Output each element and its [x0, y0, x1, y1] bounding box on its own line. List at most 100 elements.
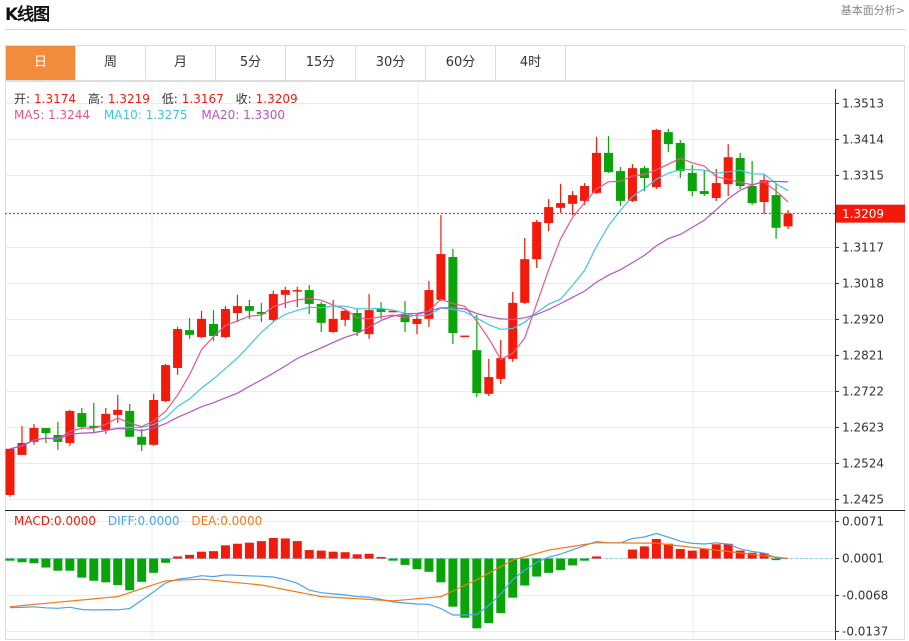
candle — [532, 219, 542, 268]
candle — [556, 183, 566, 213]
candle — [675, 140, 685, 178]
candle-body — [723, 157, 733, 185]
tab-15min[interactable]: 15分 — [286, 46, 356, 80]
macd-bar — [77, 558, 87, 578]
macd-bar — [232, 543, 242, 559]
candle — [280, 286, 290, 308]
fundamental-analysis-link[interactable]: 基本面分析> — [840, 4, 905, 17]
dea-line — [9, 542, 789, 608]
macd-bar — [472, 558, 482, 629]
open-value: 1.3174 — [34, 92, 77, 106]
ma20-line — [9, 180, 789, 450]
open-label: 开: — [14, 92, 31, 106]
macd-bar — [161, 558, 171, 563]
candle-body — [197, 318, 207, 338]
macd-bar — [125, 558, 135, 591]
candle-body — [783, 213, 793, 227]
price-tick-label: 1.2722 — [842, 385, 884, 399]
candle-body — [280, 290, 290, 295]
tab-5min[interactable]: 5分 — [216, 46, 286, 80]
macd-bar — [687, 550, 697, 559]
candle — [592, 136, 602, 194]
macd-tick-label: -0.0068 — [842, 589, 888, 603]
ohlc-legend: 开: 1.3174 高: 1.3219 低: 1.3167 收: 1.3209 — [14, 90, 302, 107]
price-tick-label: 1.3513 — [842, 97, 884, 111]
candle-body — [627, 168, 637, 201]
macd-bar — [448, 558, 458, 607]
candle — [352, 309, 362, 336]
candle-body — [65, 410, 75, 443]
candle-body — [544, 207, 554, 224]
macd-bar — [508, 558, 518, 598]
candle — [687, 164, 697, 197]
macd-bar — [532, 558, 542, 577]
candle — [208, 310, 218, 342]
macd-legend: MACD:0.0000 DIFF:0.0000 DEA:0.0000 — [14, 514, 266, 528]
tab-week[interactable]: 周 — [76, 46, 146, 80]
candle-body — [125, 410, 135, 437]
candle — [771, 183, 781, 239]
macd-bar — [280, 538, 290, 559]
candle — [472, 314, 482, 398]
candle — [220, 306, 230, 339]
macd-bar — [41, 558, 51, 568]
price-tick-label: 1.2623 — [842, 421, 884, 435]
candle-body — [113, 409, 123, 415]
macd-bar — [328, 551, 338, 559]
tab-4hour[interactable]: 4时 — [496, 46, 566, 80]
ma10-line — [9, 168, 789, 450]
low-label: 低: — [161, 92, 178, 106]
candle — [711, 168, 721, 201]
macd-bar — [29, 558, 39, 564]
price-tick-label: 1.3117 — [842, 241, 884, 255]
tab-60min[interactable]: 60分 — [426, 46, 496, 80]
macd-bar — [17, 558, 27, 563]
macd-bar — [400, 558, 410, 565]
candle-body — [220, 309, 230, 338]
divider — [5, 29, 905, 30]
macd-bar — [711, 544, 721, 559]
candle — [747, 160, 757, 205]
macd-bar — [771, 558, 781, 561]
macd-bar — [568, 558, 578, 566]
diff-line — [9, 532, 789, 616]
price-tick-label: 1.3018 — [842, 277, 884, 291]
macd-bar — [197, 551, 207, 559]
macd-bar — [520, 558, 530, 586]
candle — [125, 404, 135, 437]
candle — [615, 167, 625, 207]
candle — [627, 164, 637, 202]
tab-month[interactable]: 月 — [146, 46, 216, 80]
macd-bar — [220, 545, 230, 559]
macd-bar — [244, 542, 254, 559]
high-label: 高: — [87, 92, 104, 106]
macd-bar — [316, 550, 326, 559]
candle — [185, 318, 195, 339]
candle-body — [352, 313, 362, 332]
candle-body — [173, 329, 183, 368]
macd-bar — [352, 554, 362, 559]
candle-body — [161, 365, 171, 402]
candle-body — [376, 309, 386, 312]
candle-body — [615, 171, 625, 201]
candle — [508, 291, 518, 362]
candle — [448, 248, 458, 344]
macd-bar — [627, 549, 637, 559]
tab-day[interactable]: 日 — [6, 46, 76, 80]
candle — [484, 358, 494, 396]
candle-body — [89, 425, 99, 429]
candle-body — [17, 442, 27, 455]
macd-bar — [651, 538, 661, 559]
candle — [137, 429, 147, 451]
macd-bar — [592, 556, 602, 559]
candle-body — [604, 152, 613, 173]
candle — [568, 191, 578, 216]
candle — [149, 393, 159, 446]
candle-body — [508, 302, 518, 359]
ma10-value: MA10: 1.3275 — [103, 108, 188, 122]
macd-bar — [496, 558, 506, 614]
tab-30min[interactable]: 30分 — [356, 46, 426, 80]
macd-bar — [364, 553, 374, 559]
macd-bar — [292, 541, 302, 559]
